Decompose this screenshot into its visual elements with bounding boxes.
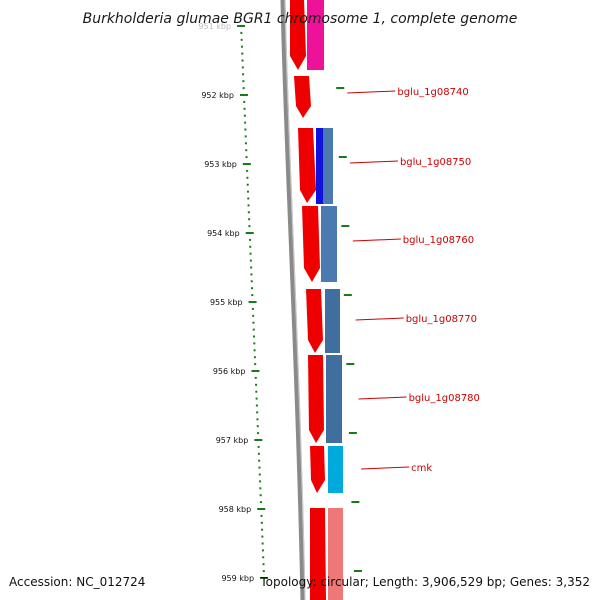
- gene-label: bglu_1g08770: [406, 314, 477, 325]
- gene-label: bglu_1g08750: [400, 157, 471, 168]
- gene-leader-line: [352, 238, 401, 242]
- gene-block-steelblue: [325, 289, 340, 353]
- chromosome-backbone: [280, 0, 306, 600]
- gene-block: [294, 76, 311, 118]
- gene-block: [310, 508, 326, 600]
- chromosome-backbone-highlight: [284, 0, 306, 600]
- topology-label: Topology: circular; Length: 3,906,529 bp…: [259, 575, 590, 589]
- gene-track-inner: [290, 0, 326, 600]
- gene-leader-line: [347, 90, 396, 94]
- gene-block: [308, 355, 324, 443]
- gene-block: [298, 128, 316, 203]
- gene-block-pink: [328, 508, 343, 600]
- gene-labels: bglu_1g08740 bglu_1g08750 bglu_1g08760bglu…: [347, 87, 480, 474]
- map-title: Burkholderia glumae BGR1 chromosome 1, c…: [83, 11, 518, 27]
- gene-leader-line: [349, 160, 398, 164]
- gene-leader-line: [358, 396, 407, 400]
- gene-label: bglu_1g08760: [403, 235, 474, 246]
- gene-track-outer: [307, 0, 343, 600]
- gene-block-steelblue: [323, 128, 333, 204]
- gene-leader-line: [355, 317, 404, 321]
- tick-label: 959 kbp: [221, 574, 254, 583]
- gene-label: bglu_1g08740: [397, 87, 468, 98]
- gene-block: [302, 206, 320, 282]
- gene-block: [290, 0, 306, 70]
- gene-block: [310, 446, 325, 493]
- tick-label: 951 kbp: [198, 22, 231, 31]
- tick-label: 954 kbp: [207, 229, 240, 238]
- gene-block: [306, 289, 323, 353]
- gene-block-cyan: [328, 446, 343, 493]
- tick-label: 957 kbp: [216, 436, 249, 445]
- tick-label: 953 kbp: [204, 160, 237, 169]
- accession-label: Accession: NC_012724: [9, 575, 145, 589]
- tick-label: 956 kbp: [213, 367, 246, 376]
- gene-label: cmk: [411, 463, 432, 474]
- gene-leader-line: [361, 466, 410, 470]
- gene-block-steelblue: [321, 206, 337, 282]
- gene-label: bglu_1g08780: [409, 393, 480, 404]
- gene-block-magenta: [307, 0, 324, 70]
- gene-block-steelblue: [326, 355, 342, 443]
- tick-label: 952 kbp: [201, 91, 234, 100]
- tick-label: 955 kbp: [210, 298, 243, 307]
- tick-label: 958 kbp: [219, 505, 252, 514]
- scale-ticks: 951 kbp 952 kbp 953 kbp 954 kbp 955 kbp 956 k…: [198, 22, 362, 583]
- gene-block-blue: [316, 128, 326, 204]
